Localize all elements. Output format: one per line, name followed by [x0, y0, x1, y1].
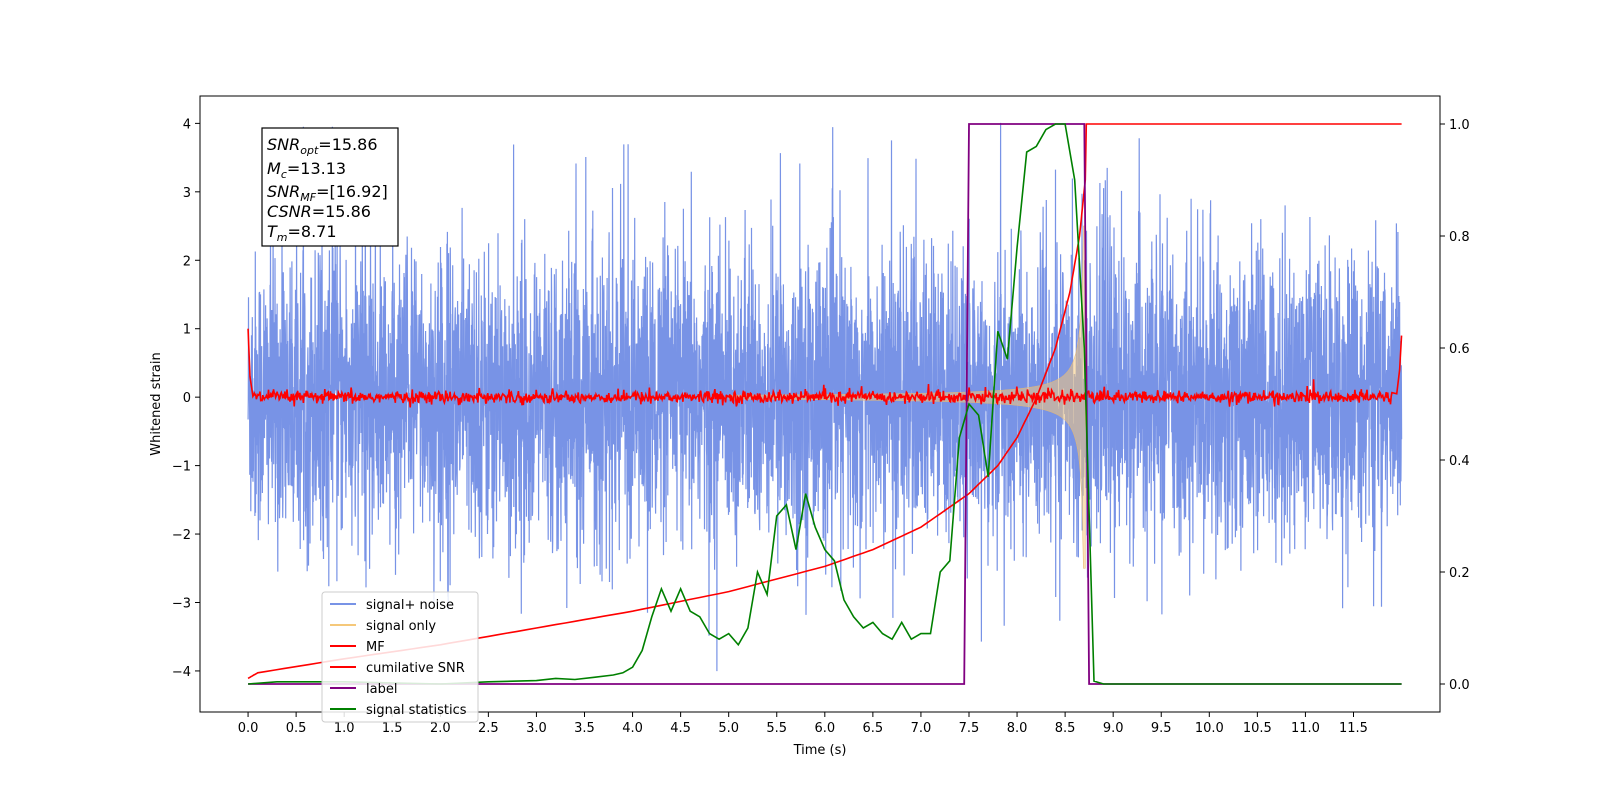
x-tick-label: 3.5 [574, 721, 595, 736]
stats-snr-mf: SNRMF=[16.92] [267, 182, 388, 204]
series-mf [247, 328, 1403, 408]
x-ticks: 0.0 0.5 1.0 1.5 2.0 2.5 3.0 3.5 4.0 4.5 5.0 5.5 6.0 6… [238, 712, 1368, 736]
y2-tick-label: 0.0 [1449, 678, 1470, 693]
y-tick-label: −1 [172, 460, 191, 475]
x-tick-label: 1.0 [334, 721, 355, 736]
legend: signal+ noise signal only MF cumilative … [321, 591, 479, 723]
x-tick-label: 9.0 [1103, 721, 1124, 736]
x-tick-label: 4.5 [670, 721, 691, 736]
x-tick-label: 5.0 [718, 721, 739, 736]
legend-entry-signal-only: signal only [330, 619, 436, 634]
x-tick-label: 2.0 [430, 721, 451, 736]
y-tick-label: 1 [183, 323, 191, 338]
legend-label-signal-noise: signal+ noise [366, 598, 454, 613]
y-tick-label: 0 [183, 391, 191, 406]
y2-tick-label: 1.0 [1449, 118, 1470, 133]
x-tick-label: 10.0 [1195, 721, 1224, 736]
y-axis-label: Whitened strain [149, 352, 164, 455]
stats-mc: Mc=13.13 [267, 159, 346, 181]
x-axis-label: Time (s) [793, 743, 847, 758]
legend-entry-signal-statistics: signal statistics [330, 703, 467, 718]
x-tick-label: 2.5 [478, 721, 499, 736]
y-tick-label: 4 [183, 117, 191, 132]
x-tick-label: 7.0 [911, 721, 932, 736]
legend-label-cumulative-snr: cumilative SNR [366, 661, 465, 676]
y-tick-label: −4 [172, 665, 191, 680]
y2-tick-label: 0.4 [1449, 454, 1470, 469]
x-tick-label: 11.0 [1291, 721, 1320, 736]
stats-tm: Tm=8.71 [267, 222, 337, 244]
y-tick-label: −2 [172, 528, 191, 543]
legend-label-label: label [366, 682, 397, 697]
y-tick-label: 3 [183, 186, 191, 201]
x-tick-label: 1.5 [382, 721, 403, 736]
legend-frame [321, 591, 479, 723]
x-tick-label: 10.5 [1243, 721, 1272, 736]
x-tick-label: 5.5 [766, 721, 787, 736]
stats-box: SNRopt=15.86 Mc=13.13 SNRMF=[16.92] CSNR… [261, 127, 399, 247]
y2-tick-label: 0.8 [1449, 230, 1470, 245]
y2-tick-label: 0.6 [1449, 342, 1470, 357]
legend-entry-mf: MF [330, 640, 385, 655]
series-signal-statistics [248, 123, 1402, 685]
stats-snr-opt: SNRopt=15.86 [267, 135, 378, 157]
y2-ticks: 0.0 0.2 0.4 0.6 0.8 1.0 [1440, 118, 1470, 693]
x-tick-label: 6.5 [863, 721, 884, 736]
x-tick-label: 9.5 [1151, 721, 1172, 736]
y-ticks: −4 −3 −2 −1 0 1 2 3 4 [172, 117, 200, 680]
stats-box-frame [261, 127, 399, 247]
legend-entry-cumulative-snr: cumilative SNR [330, 661, 465, 676]
legend-label-signal-statistics: signal statistics [366, 703, 467, 718]
x-tick-label: 7.5 [959, 721, 980, 736]
legend-label-signal-only: signal only [366, 619, 436, 634]
x-tick-label: 11.5 [1339, 721, 1368, 736]
legend-label-mf: MF [366, 640, 385, 655]
x-tick-label: 3.0 [526, 721, 547, 736]
x-tick-label: 0.0 [238, 721, 259, 736]
x-tick-label: 8.0 [1007, 721, 1028, 736]
legend-entry-signal-noise: signal+ noise [330, 598, 454, 613]
y-tick-label: 2 [183, 254, 191, 269]
x-tick-label: 6.0 [814, 721, 835, 736]
y-tick-label: −3 [172, 596, 191, 611]
legend-entry-label: label [330, 682, 397, 697]
x-tick-label: 8.5 [1055, 721, 1076, 736]
stats-csnr: CSNR=15.86 [267, 202, 371, 221]
y2-tick-label: 0.2 [1449, 566, 1470, 581]
x-tick-label: 0.5 [286, 721, 307, 736]
x-tick-label: 4.0 [622, 721, 643, 736]
series-signal-noise [247, 122, 1403, 672]
